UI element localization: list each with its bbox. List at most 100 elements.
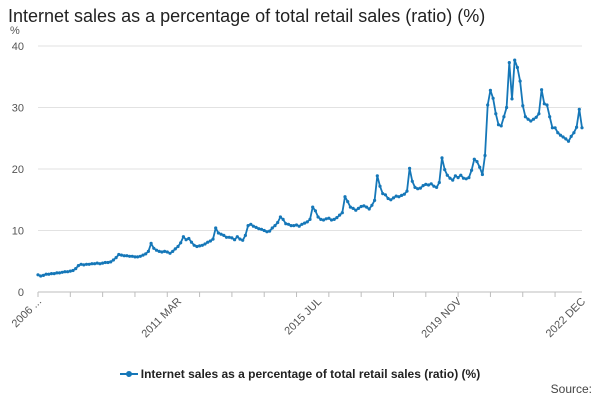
data-point[interactable] [203, 242, 207, 246]
data-point[interactable] [79, 262, 83, 266]
data-point[interactable] [577, 107, 581, 111]
data-point[interactable] [192, 243, 196, 247]
data-point[interactable] [219, 232, 223, 236]
data-point[interactable] [259, 227, 264, 231]
data-point[interactable] [351, 206, 355, 210]
data-point[interactable] [408, 166, 412, 170]
data-point[interactable] [537, 112, 541, 116]
data-point[interactable] [486, 103, 490, 107]
data-point[interactable] [507, 61, 511, 65]
data-point[interactable] [445, 173, 449, 177]
data-point[interactable] [82, 263, 86, 267]
data-point[interactable] [257, 227, 261, 231]
data-point[interactable] [311, 205, 315, 209]
data-point[interactable] [459, 173, 463, 177]
data-point[interactable] [558, 133, 563, 137]
data-point[interactable] [424, 182, 428, 186]
data-point[interactable] [575, 125, 579, 129]
data-point[interactable] [564, 137, 568, 141]
data-point[interactable] [117, 252, 121, 257]
data-point[interactable] [187, 236, 191, 241]
data-point[interactable] [49, 272, 54, 276]
data-point[interactable] [165, 250, 169, 254]
data-point[interactable] [378, 184, 382, 188]
data-point[interactable] [198, 244, 202, 248]
data-point[interactable] [265, 230, 269, 234]
data-point[interactable] [523, 115, 528, 119]
data-point[interactable] [359, 204, 363, 209]
data-point[interactable] [394, 194, 398, 198]
data-point[interactable] [373, 198, 377, 202]
data-point[interactable] [327, 216, 331, 220]
data-point[interactable] [354, 208, 358, 212]
data-point[interactable] [292, 224, 296, 228]
data-point[interactable] [338, 213, 342, 217]
data-point[interactable] [443, 168, 447, 172]
data-point[interactable] [367, 207, 371, 211]
data-point[interactable] [184, 238, 188, 242]
data-point[interactable] [200, 243, 204, 247]
data-point[interactable] [397, 195, 401, 199]
data-point[interactable] [106, 260, 110, 265]
data-point[interactable] [335, 216, 339, 220]
data-point[interactable] [348, 205, 352, 209]
data-point[interactable] [494, 112, 498, 116]
data-point[interactable] [149, 241, 153, 245]
data-point[interactable] [499, 124, 503, 128]
data-point[interactable] [561, 135, 565, 139]
data-point[interactable] [461, 176, 466, 180]
data-point[interactable] [432, 184, 436, 188]
data-point[interactable] [289, 224, 293, 228]
data-point[interactable] [241, 238, 245, 242]
data-point[interactable] [534, 115, 538, 119]
data-point[interactable] [125, 254, 129, 258]
data-point[interactable] [90, 262, 94, 266]
data-point[interactable] [63, 270, 67, 274]
data-point[interactable] [521, 104, 525, 108]
data-point[interactable] [580, 126, 584, 130]
data-point[interactable] [189, 240, 194, 244]
data-point[interactable] [400, 193, 404, 197]
data-point[interactable] [346, 200, 350, 204]
data-point[interactable] [195, 244, 199, 249]
data-point[interactable] [273, 224, 277, 228]
data-point[interactable] [44, 272, 48, 276]
data-point[interactable] [146, 249, 150, 253]
data-point[interactable] [467, 176, 471, 180]
data-point[interactable] [268, 229, 272, 233]
data-point[interactable] [421, 184, 425, 188]
data-point[interactable] [303, 221, 307, 225]
data-point[interactable] [529, 119, 533, 123]
data-point[interactable] [545, 103, 549, 107]
data-point[interactable] [163, 249, 167, 253]
data-point[interactable] [386, 196, 390, 201]
data-point[interactable] [472, 157, 476, 161]
data-point[interactable] [391, 196, 396, 200]
data-point[interactable] [370, 203, 374, 207]
data-point[interactable] [316, 215, 320, 219]
data-point[interactable] [389, 198, 393, 202]
data-point[interactable] [505, 105, 509, 110]
data-point[interactable] [548, 115, 552, 119]
data-point[interactable] [319, 217, 323, 221]
data-point[interactable] [152, 246, 156, 250]
data-point[interactable] [235, 235, 239, 239]
data-point[interactable] [114, 256, 118, 260]
data-point[interactable] [313, 209, 317, 213]
data-point[interactable] [305, 220, 309, 224]
data-point[interactable] [95, 261, 99, 265]
data-point[interactable] [329, 218, 334, 222]
data-point[interactable] [491, 96, 495, 100]
data-point[interactable] [456, 176, 460, 180]
data-point[interactable] [138, 254, 142, 258]
data-point[interactable] [141, 253, 145, 257]
data-point[interactable] [480, 172, 484, 177]
data-point[interactable] [111, 258, 115, 262]
data-point[interactable] [270, 226, 274, 230]
data-point[interactable] [216, 231, 220, 235]
data-point[interactable] [453, 174, 457, 178]
data-point[interactable] [343, 195, 347, 199]
data-point[interactable] [448, 176, 452, 180]
data-point[interactable] [230, 236, 234, 240]
